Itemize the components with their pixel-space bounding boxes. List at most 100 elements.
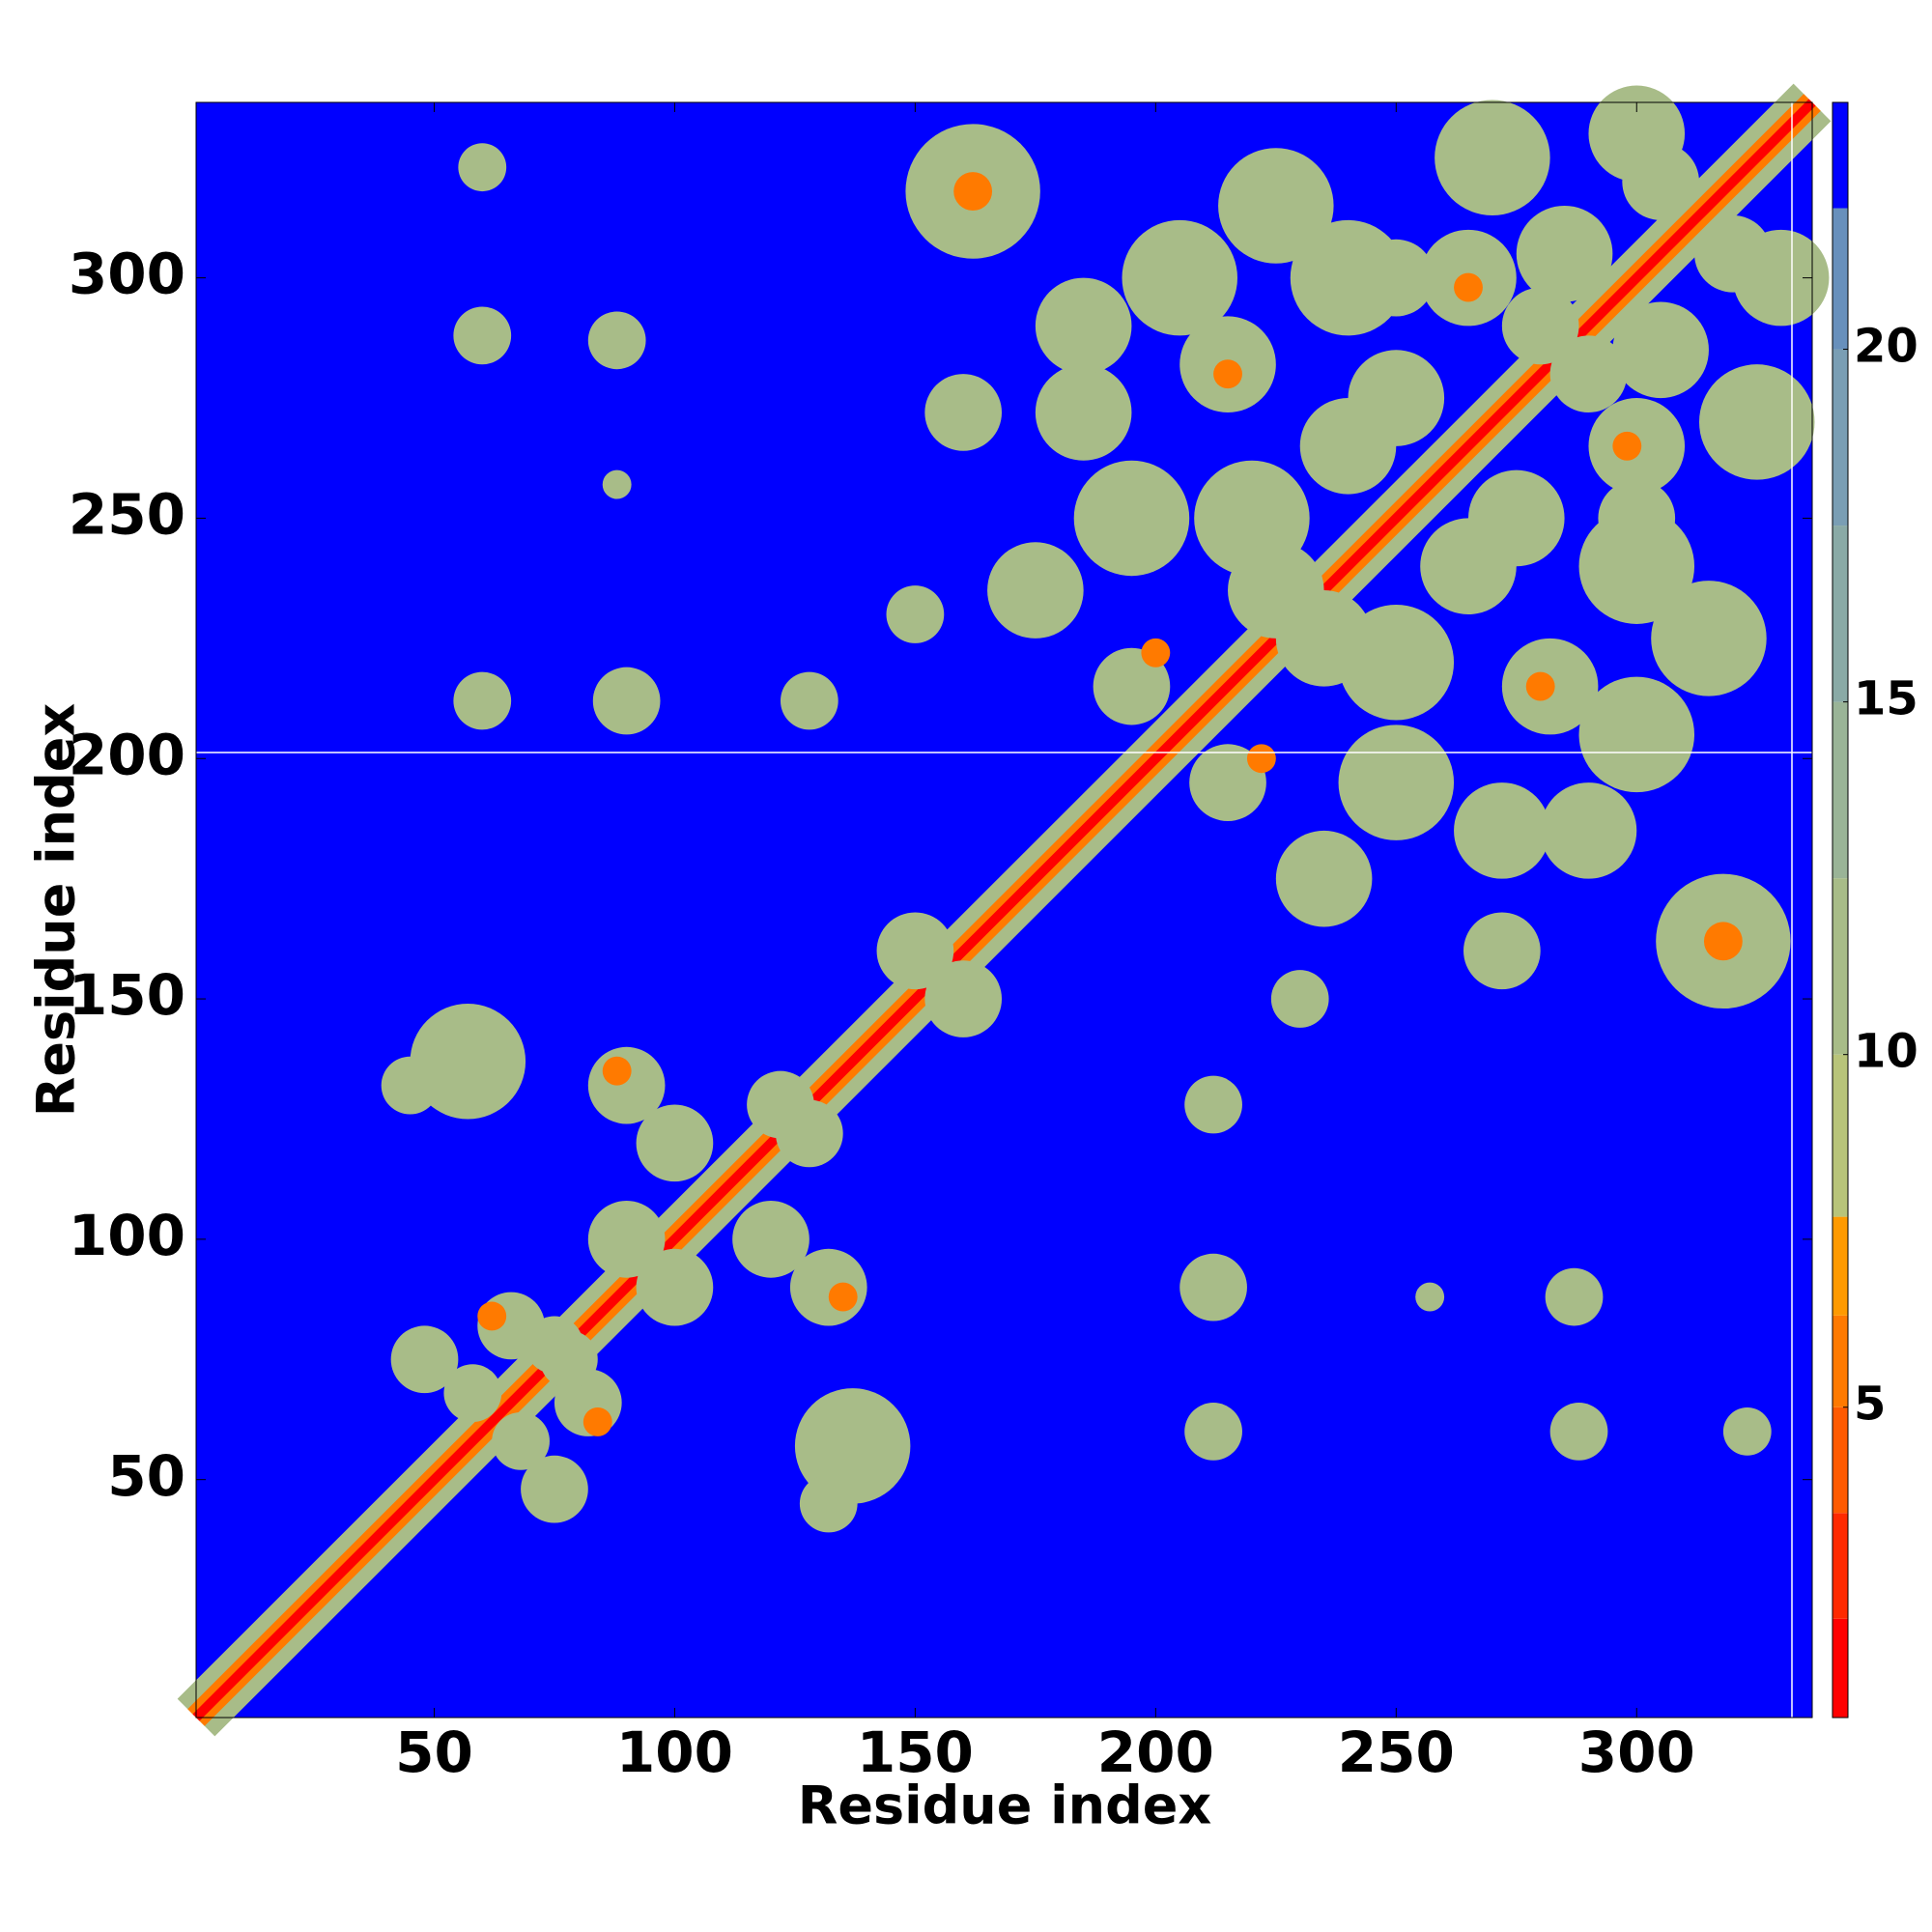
contact bbox=[1694, 214, 1772, 293]
contact bbox=[924, 374, 1003, 451]
colorbar-frame bbox=[1832, 101, 1849, 1719]
colorbar-segment bbox=[1833, 1216, 1848, 1316]
contact bbox=[1722, 1407, 1772, 1456]
contact bbox=[1454, 782, 1550, 879]
colorbar-segment bbox=[1833, 1513, 1848, 1619]
contact bbox=[780, 671, 838, 730]
contact bbox=[1270, 970, 1329, 1028]
colorbar-segment bbox=[1833, 1315, 1848, 1407]
contact bbox=[1184, 1403, 1242, 1461]
contact bbox=[636, 1248, 714, 1326]
colorbar-segment bbox=[1833, 102, 1848, 209]
x-tick-label: 100 bbox=[616, 1719, 733, 1785]
contact bbox=[1651, 581, 1767, 696]
contact bbox=[1703, 922, 1743, 961]
contact bbox=[876, 912, 954, 990]
contact bbox=[1141, 638, 1171, 668]
contact bbox=[1578, 676, 1695, 793]
contact bbox=[582, 1407, 612, 1436]
colorbar-segment bbox=[1833, 1054, 1848, 1217]
contact bbox=[1501, 287, 1579, 365]
contact bbox=[799, 1474, 858, 1533]
contact bbox=[492, 1411, 550, 1470]
contact bbox=[602, 1056, 632, 1086]
contact bbox=[602, 469, 632, 499]
contact bbox=[381, 1056, 440, 1115]
contact bbox=[1622, 143, 1699, 220]
colorbar-tick-label: 15 bbox=[1854, 672, 1918, 726]
contact bbox=[1525, 671, 1555, 701]
contact bbox=[1275, 830, 1373, 927]
colorbar-segment bbox=[1833, 349, 1848, 526]
contact bbox=[1598, 479, 1676, 557]
contact bbox=[1454, 272, 1483, 302]
contact bbox=[453, 671, 512, 730]
colorbar-segment bbox=[1833, 1618, 1848, 1718]
x-tick-label: 300 bbox=[1578, 1719, 1695, 1785]
contact bbox=[458, 143, 507, 192]
contact bbox=[1035, 277, 1132, 375]
contact bbox=[1093, 647, 1171, 725]
diagonal-band bbox=[192, 99, 1816, 1721]
colorbar-tick-label: 10 bbox=[1854, 1025, 1918, 1079]
contact bbox=[1612, 431, 1642, 461]
y-tick-label: 50 bbox=[107, 1443, 185, 1509]
contact bbox=[1213, 359, 1242, 389]
contact bbox=[953, 172, 993, 211]
contact bbox=[1338, 724, 1455, 840]
contact bbox=[1073, 460, 1190, 577]
y-tick-label: 200 bbox=[69, 722, 185, 787]
colorbar-segment bbox=[1833, 1406, 1848, 1514]
contact bbox=[1435, 99, 1550, 215]
contact bbox=[1035, 364, 1132, 461]
contact bbox=[828, 1282, 858, 1312]
colorbar-tick-label: 20 bbox=[1854, 320, 1918, 374]
y-tick-label: 300 bbox=[69, 242, 185, 307]
contact bbox=[987, 542, 1084, 639]
contact bbox=[521, 1455, 588, 1523]
x-tick-label: 150 bbox=[857, 1719, 974, 1785]
colorbar-tick-label: 5 bbox=[1854, 1378, 1886, 1432]
contact bbox=[886, 585, 945, 643]
contact bbox=[1463, 912, 1541, 990]
contact bbox=[1122, 219, 1237, 336]
y-tick-label: 100 bbox=[69, 1203, 185, 1268]
contact bbox=[1275, 590, 1373, 687]
contact bbox=[1184, 1075, 1242, 1134]
contact bbox=[1467, 469, 1565, 567]
contact bbox=[1549, 1403, 1608, 1461]
contact bbox=[1540, 782, 1637, 879]
contact bbox=[732, 1201, 810, 1278]
contact bbox=[1348, 350, 1445, 446]
contact bbox=[775, 1099, 843, 1168]
x-axis-label: Residue index bbox=[798, 1776, 1212, 1836]
contact bbox=[794, 1388, 911, 1504]
colorbar-segment bbox=[1833, 701, 1848, 879]
contact bbox=[453, 306, 512, 365]
contact bbox=[587, 311, 646, 370]
contact bbox=[1612, 301, 1709, 399]
colorbar-segment bbox=[1833, 878, 1848, 1055]
y-axis-label: Residue index bbox=[26, 703, 87, 1118]
x-tick-label: 200 bbox=[1097, 1719, 1214, 1785]
contact bbox=[390, 1325, 459, 1394]
contact bbox=[526, 1316, 583, 1375]
contact bbox=[1516, 205, 1613, 302]
contact bbox=[592, 667, 661, 735]
x-tick-label: 250 bbox=[1338, 1719, 1455, 1785]
contact bbox=[410, 1004, 526, 1120]
contact bbox=[924, 960, 1003, 1037]
colorbar-segment bbox=[1833, 526, 1848, 702]
contact bbox=[1246, 744, 1276, 774]
contact bbox=[1179, 1253, 1247, 1321]
contact bbox=[1189, 744, 1266, 821]
plot-frame bbox=[195, 101, 1813, 1719]
y-tick-label: 150 bbox=[69, 962, 185, 1028]
y-tick-label: 250 bbox=[69, 482, 185, 548]
contact bbox=[443, 1364, 502, 1422]
contact bbox=[1698, 364, 1815, 480]
contact bbox=[636, 1104, 714, 1182]
contact bbox=[587, 1201, 666, 1278]
contact bbox=[1415, 1282, 1445, 1312]
